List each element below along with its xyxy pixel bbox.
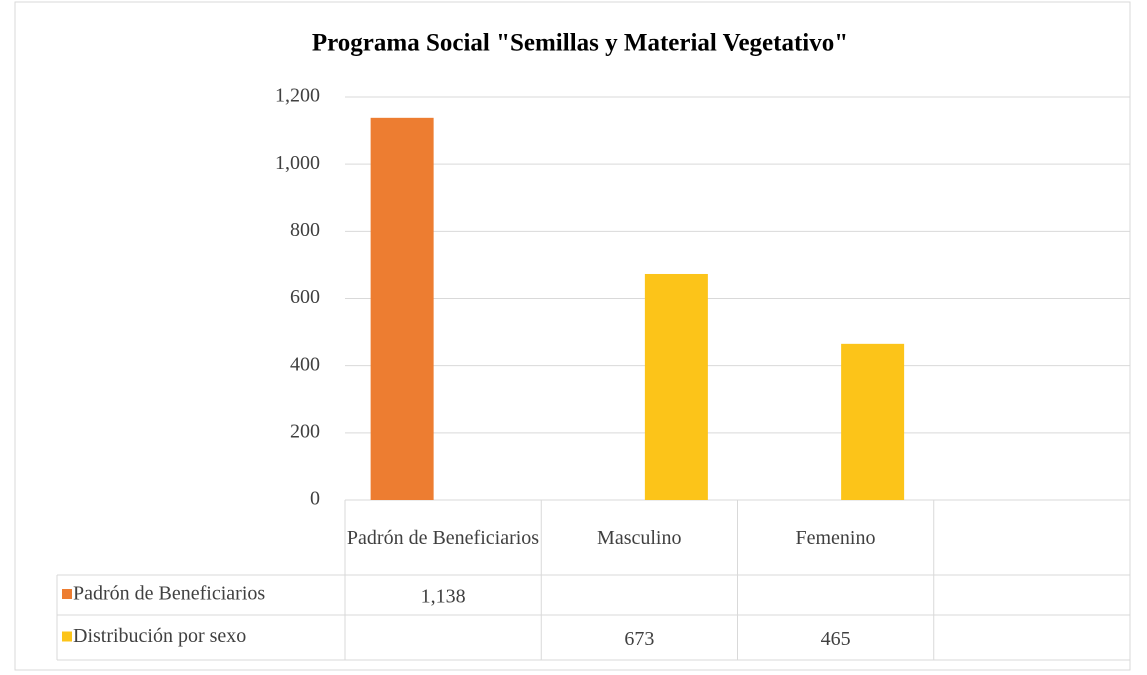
y-tick-label: 200 bbox=[290, 420, 320, 442]
y-tick-label: 400 bbox=[290, 353, 320, 375]
chart-frame bbox=[14, 1, 1131, 671]
bar bbox=[841, 343, 905, 500]
legend-key bbox=[62, 589, 72, 599]
x-tick-label: Padrón de Beneficiarios bbox=[346, 526, 540, 549]
y-tick-label: 1,000 bbox=[275, 152, 320, 174]
bar bbox=[370, 117, 434, 501]
table-value: 1,138 bbox=[421, 586, 466, 608]
table-value: 673 bbox=[624, 628, 654, 650]
y-tick-label: 600 bbox=[290, 286, 320, 308]
x-tick-label bbox=[934, 500, 1130, 575]
legend-key bbox=[62, 631, 72, 642]
legend-label: Distribución por sexo bbox=[73, 625, 246, 647]
y-tick-label: 1,200 bbox=[275, 85, 320, 107]
table-value: 465 bbox=[821, 628, 851, 650]
y-tick-label: 800 bbox=[290, 219, 320, 241]
chart-title: Programa Social "Semillas y Material Veg… bbox=[312, 30, 848, 57]
bar bbox=[644, 273, 708, 500]
y-tick-label: 0 bbox=[310, 488, 320, 510]
x-tick-label: Masculino bbox=[597, 526, 682, 549]
legend-label: Padrón de Beneficiarios bbox=[73, 583, 265, 605]
x-tick-label: Femenino bbox=[795, 526, 876, 549]
